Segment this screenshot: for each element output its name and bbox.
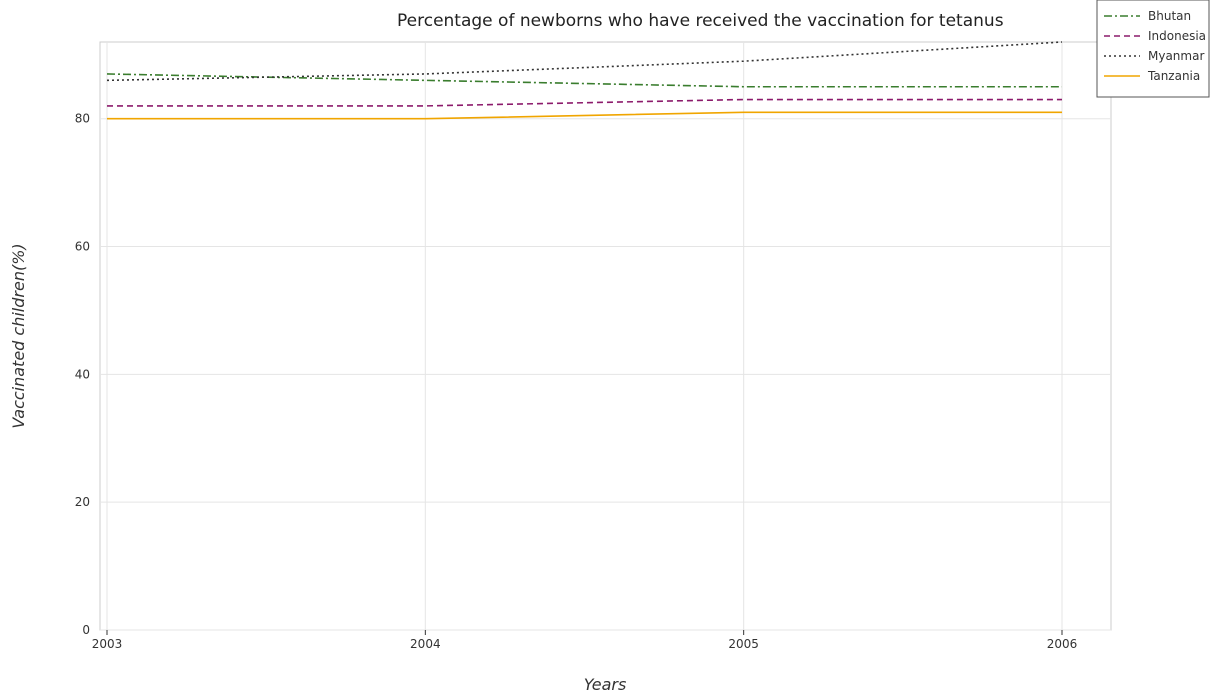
series-line-tanzania — [107, 111, 1062, 120]
x-tick-label: 2005 — [728, 637, 759, 651]
plot-frame — [99, 41, 1112, 631]
y-tick-label: 60 — [75, 240, 90, 254]
x-axis-label: Years — [584, 675, 627, 694]
x-tick-label: 2006 — [1047, 637, 1078, 651]
x-tick-label: 2004 — [410, 637, 441, 651]
tick-labels: 0 20 40 60 80 2003 2004 2005 2006 — [75, 112, 1078, 651]
chart-title: Percentage of newborns who have received… — [397, 11, 1004, 31]
series-lines — [106, 41, 1063, 120]
series-line-indonesia — [107, 98, 1062, 107]
legend: Bhutan Indonesia Myanmar Tanzania — [1096, 0, 1210, 98]
y-tick-label: 0 — [82, 623, 90, 637]
series-line-bhutan — [106, 73, 1062, 88]
legend-label: Myanmar — [1148, 49, 1204, 63]
y-tick-label: 80 — [75, 112, 90, 126]
y-axis-label: Vaccinated children(%) — [9, 243, 28, 428]
legend-label: Tanzania — [1147, 69, 1200, 83]
y-tick-label: 20 — [75, 495, 90, 509]
legend-label: Bhutan — [1148, 9, 1191, 23]
grid — [100, 42, 1111, 631]
legend-label: Indonesia — [1148, 29, 1206, 43]
y-tick-label: 40 — [75, 367, 90, 381]
x-tick-label: 2003 — [92, 637, 123, 651]
series-line-myanmar — [106, 41, 1063, 82]
